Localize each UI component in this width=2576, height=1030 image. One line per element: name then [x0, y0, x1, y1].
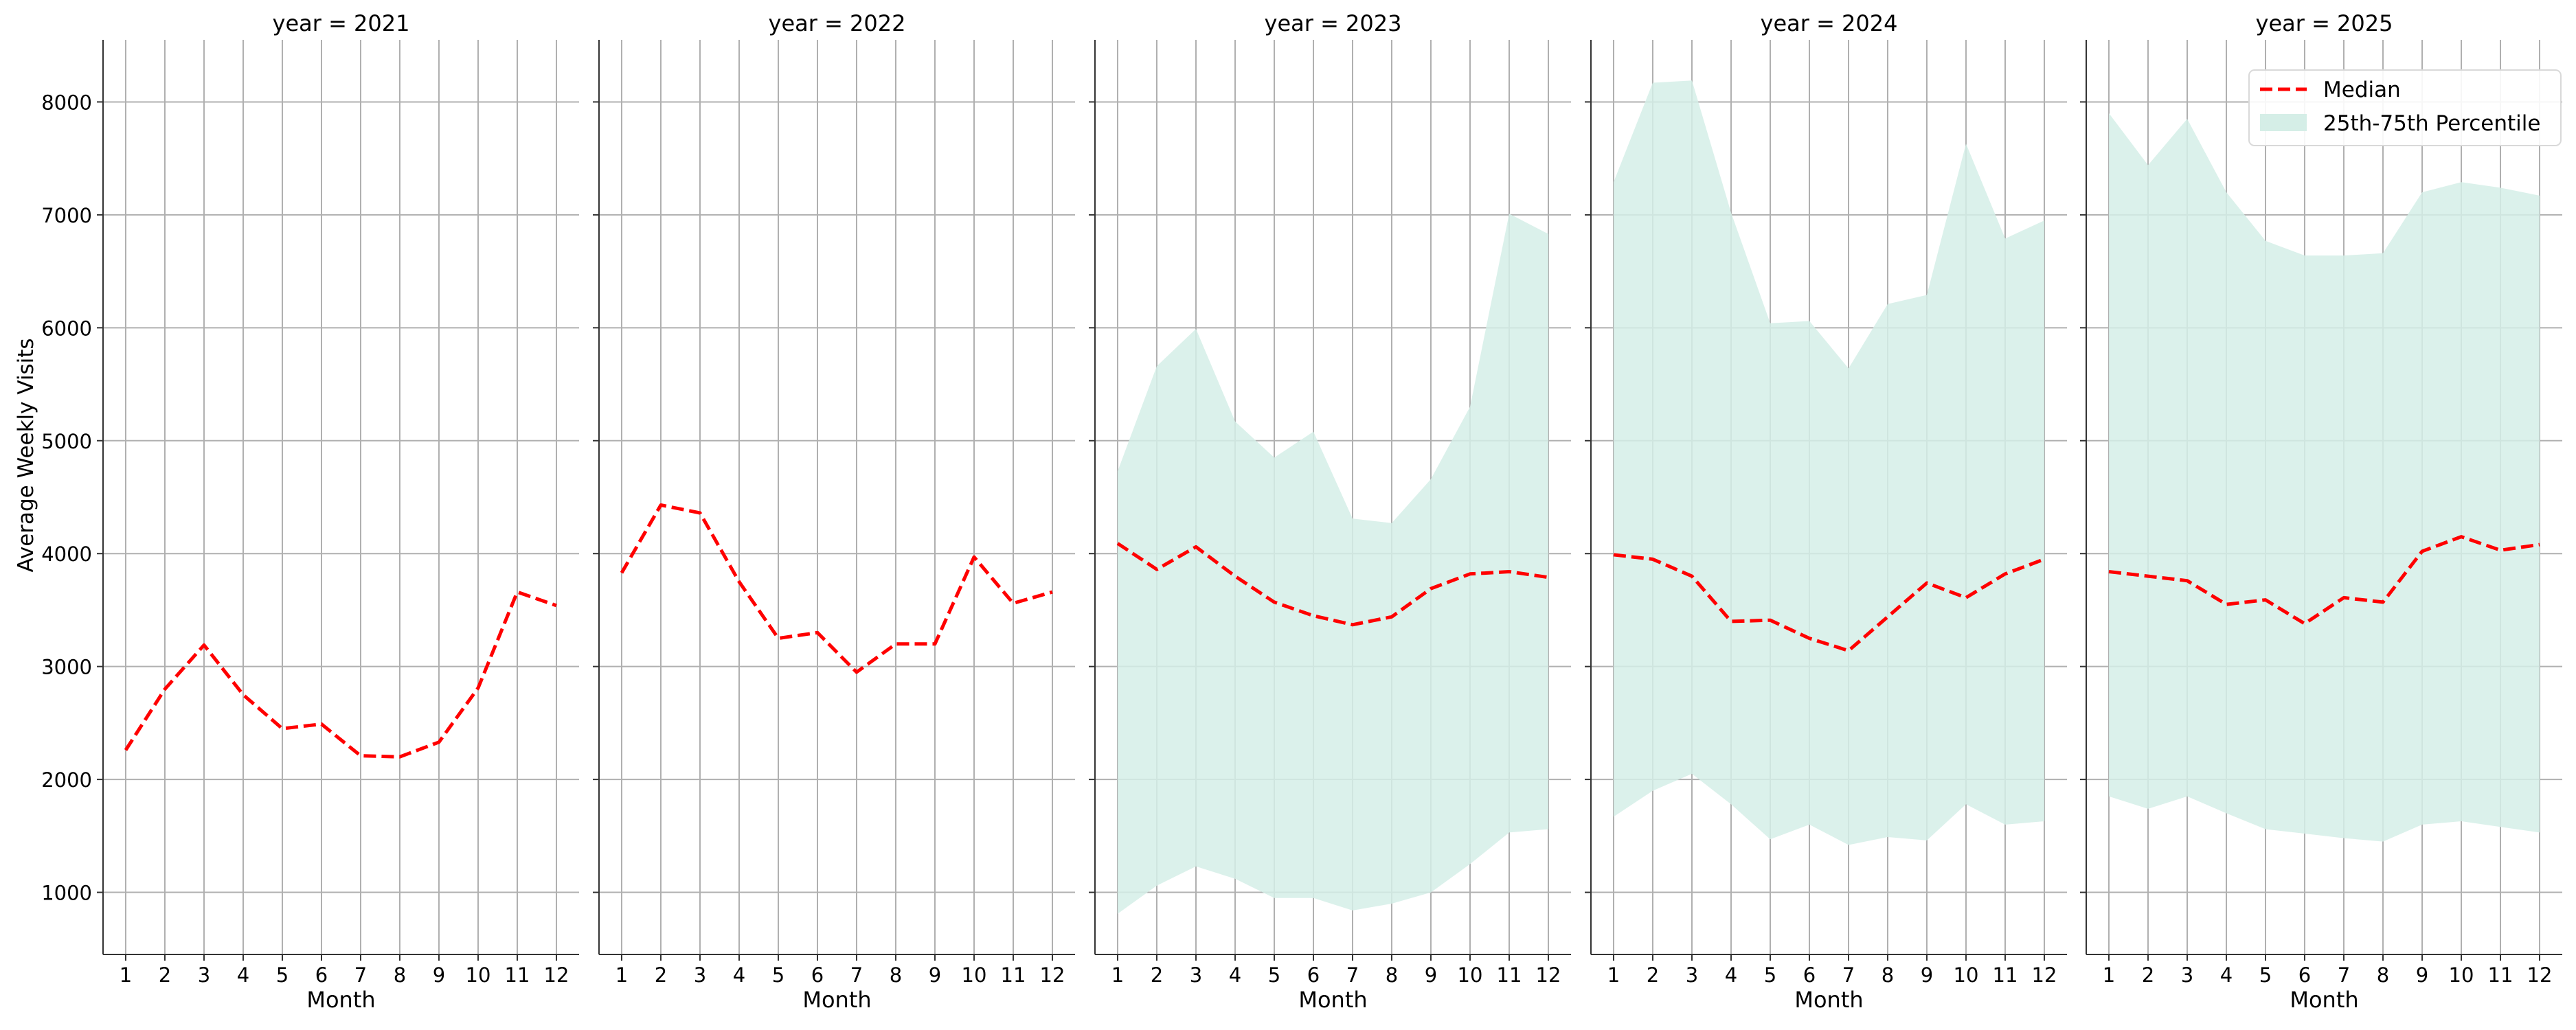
x-tick-label: 11 — [1001, 963, 1026, 987]
x-tick-label: 8 — [394, 963, 406, 987]
x-tick-label: 10 — [2449, 963, 2474, 987]
x-tick-label: 11 — [2488, 963, 2513, 987]
x-axis-label: Month — [1794, 987, 1863, 1013]
legend-band-label: 25th-75th Percentile — [2323, 111, 2540, 136]
x-axis-label: Month — [802, 987, 871, 1013]
x-tick-label: 8 — [2377, 963, 2389, 987]
x-tick-label: 11 — [505, 963, 530, 987]
x-tick-label: 7 — [2338, 963, 2350, 987]
x-tick-label: 2 — [1151, 963, 1163, 987]
x-tick-label: 1 — [1111, 963, 1124, 987]
x-tick-label: 3 — [1190, 963, 1202, 987]
x-tick-label: 7 — [354, 963, 367, 987]
y-tick-label: 7000 — [41, 204, 92, 227]
y-axis-label: Average Weekly Visits — [14, 338, 38, 572]
x-tick-label: 12 — [2032, 963, 2057, 987]
x-tick-label: 2 — [655, 963, 667, 987]
x-tick-label: 12 — [1536, 963, 1561, 987]
x-tick-label: 1 — [2103, 963, 2115, 987]
x-axis-label: Month — [1298, 987, 1367, 1013]
x-tick-label: 1 — [120, 963, 132, 987]
x-tick-label: 3 — [1686, 963, 1698, 987]
x-tick-label: 8 — [1882, 963, 1894, 987]
x-tick-label: 5 — [772, 963, 784, 987]
x-tick-label: 11 — [1497, 963, 1522, 987]
percentile-band — [2109, 113, 2540, 842]
legend-band-swatch — [2260, 114, 2307, 131]
y-tick-label: 3000 — [41, 656, 92, 679]
x-tick-label: 9 — [433, 963, 445, 987]
x-tick-label: 4 — [733, 963, 745, 987]
percentile-band — [1118, 214, 1548, 914]
percentile-band — [1614, 80, 2044, 845]
median-line — [1613, 553, 2045, 653]
x-tick-label: 5 — [2259, 963, 2272, 987]
x-axis-label: Month — [2290, 987, 2358, 1013]
x-tick-label: 2 — [1647, 963, 1659, 987]
x-tick-label: 4 — [1229, 963, 1241, 987]
x-tick-label: 6 — [2298, 963, 2311, 987]
x-tick-label: 6 — [1307, 963, 1320, 987]
x-tick-label: 7 — [850, 963, 863, 987]
x-tick-label: 5 — [1268, 963, 1280, 987]
x-tick-label: 10 — [466, 963, 491, 987]
x-tick-label: 6 — [1803, 963, 1816, 987]
y-tick-label: 2000 — [41, 768, 92, 792]
x-axis-label: Month — [306, 987, 375, 1013]
x-tick-label: 7 — [1842, 963, 1855, 987]
x-tick-label: 10 — [962, 963, 987, 987]
x-tick-label: 7 — [1346, 963, 1359, 987]
panel-title: year = 2022 — [769, 10, 906, 36]
y-tick-label: 8000 — [41, 91, 92, 114]
y-tick-label: 5000 — [41, 430, 92, 453]
x-tick-label: 6 — [315, 963, 328, 987]
panel-title: year = 2021 — [273, 10, 410, 36]
x-tick-label: 10 — [1458, 963, 1483, 987]
x-tick-label: 4 — [1725, 963, 1737, 987]
x-tick-label: 12 — [2527, 963, 2553, 987]
x-tick-label: 5 — [276, 963, 289, 987]
x-tick-label: 8 — [1386, 963, 1398, 987]
x-tick-label: 9 — [1921, 963, 1933, 987]
median-line — [620, 503, 1053, 674]
x-tick-label: 3 — [694, 963, 706, 987]
y-tick-label: 1000 — [41, 882, 92, 905]
median-line — [2108, 535, 2540, 626]
x-tick-label: 4 — [2220, 963, 2233, 987]
x-tick-label: 3 — [198, 963, 210, 987]
x-tick-label: 1 — [615, 963, 628, 987]
x-tick-label: 2 — [159, 963, 171, 987]
x-tick-label: 9 — [2416, 963, 2428, 987]
y-tick-label: 4000 — [41, 542, 92, 566]
x-tick-label: 1 — [1607, 963, 1620, 987]
x-tick-label: 12 — [1040, 963, 1065, 987]
x-tick-label: 11 — [1993, 963, 2018, 987]
y-tick-label: 6000 — [41, 317, 92, 340]
median-line — [124, 590, 557, 759]
x-tick-label: 3 — [2181, 963, 2193, 987]
x-tick-label: 5 — [1764, 963, 1776, 987]
x-tick-label: 2 — [2142, 963, 2154, 987]
panel-title: year = 2023 — [1265, 10, 1402, 36]
x-tick-label: 9 — [1425, 963, 1437, 987]
legend-median-label: Median — [2323, 78, 2401, 102]
panel-title: year = 2024 — [1761, 10, 1898, 36]
legend-box — [2248, 69, 2562, 146]
x-tick-label: 10 — [1954, 963, 1979, 987]
legend: Median 25th-75th Percentile — [2248, 69, 2562, 146]
x-tick-label: 12 — [544, 963, 569, 987]
x-tick-label: 6 — [811, 963, 824, 987]
x-tick-label: 4 — [237, 963, 249, 987]
x-tick-label: 8 — [890, 963, 902, 987]
x-tick-label: 9 — [929, 963, 941, 987]
panel-title: year = 2025 — [2256, 10, 2393, 36]
